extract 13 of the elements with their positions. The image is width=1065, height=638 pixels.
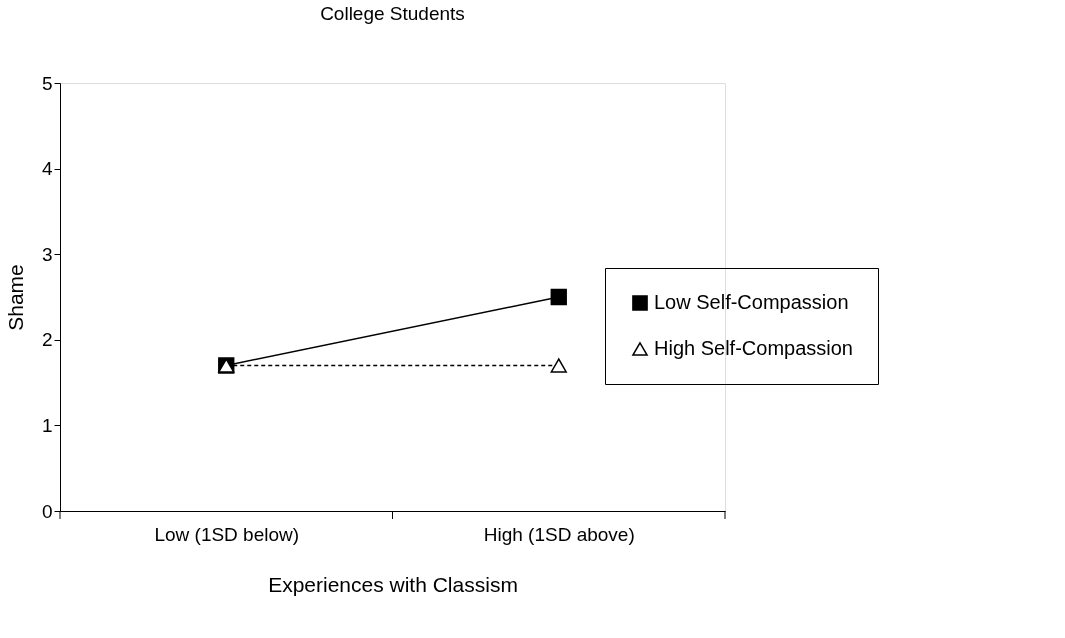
x-tick-label: Low (1SD below) bbox=[154, 523, 300, 545]
legend-label: Low Self-Compassion bbox=[654, 291, 849, 313]
legend-label: High Self-Compassion bbox=[654, 337, 853, 359]
x-tick-label: High (1SD above) bbox=[483, 523, 635, 545]
y-tick-label: 1 bbox=[41, 414, 53, 436]
y-tick-label: 2 bbox=[41, 329, 53, 351]
y-tick-label: 4 bbox=[41, 158, 53, 180]
y-tick-label: 0 bbox=[41, 500, 53, 522]
y-axis-title: Shame bbox=[3, 264, 27, 331]
x-axis-title: Experiences with Classism bbox=[268, 572, 518, 596]
y-tick-label: 3 bbox=[41, 243, 53, 265]
y-tick-label: 5 bbox=[41, 72, 53, 94]
chart-title: College Students bbox=[320, 3, 465, 24]
